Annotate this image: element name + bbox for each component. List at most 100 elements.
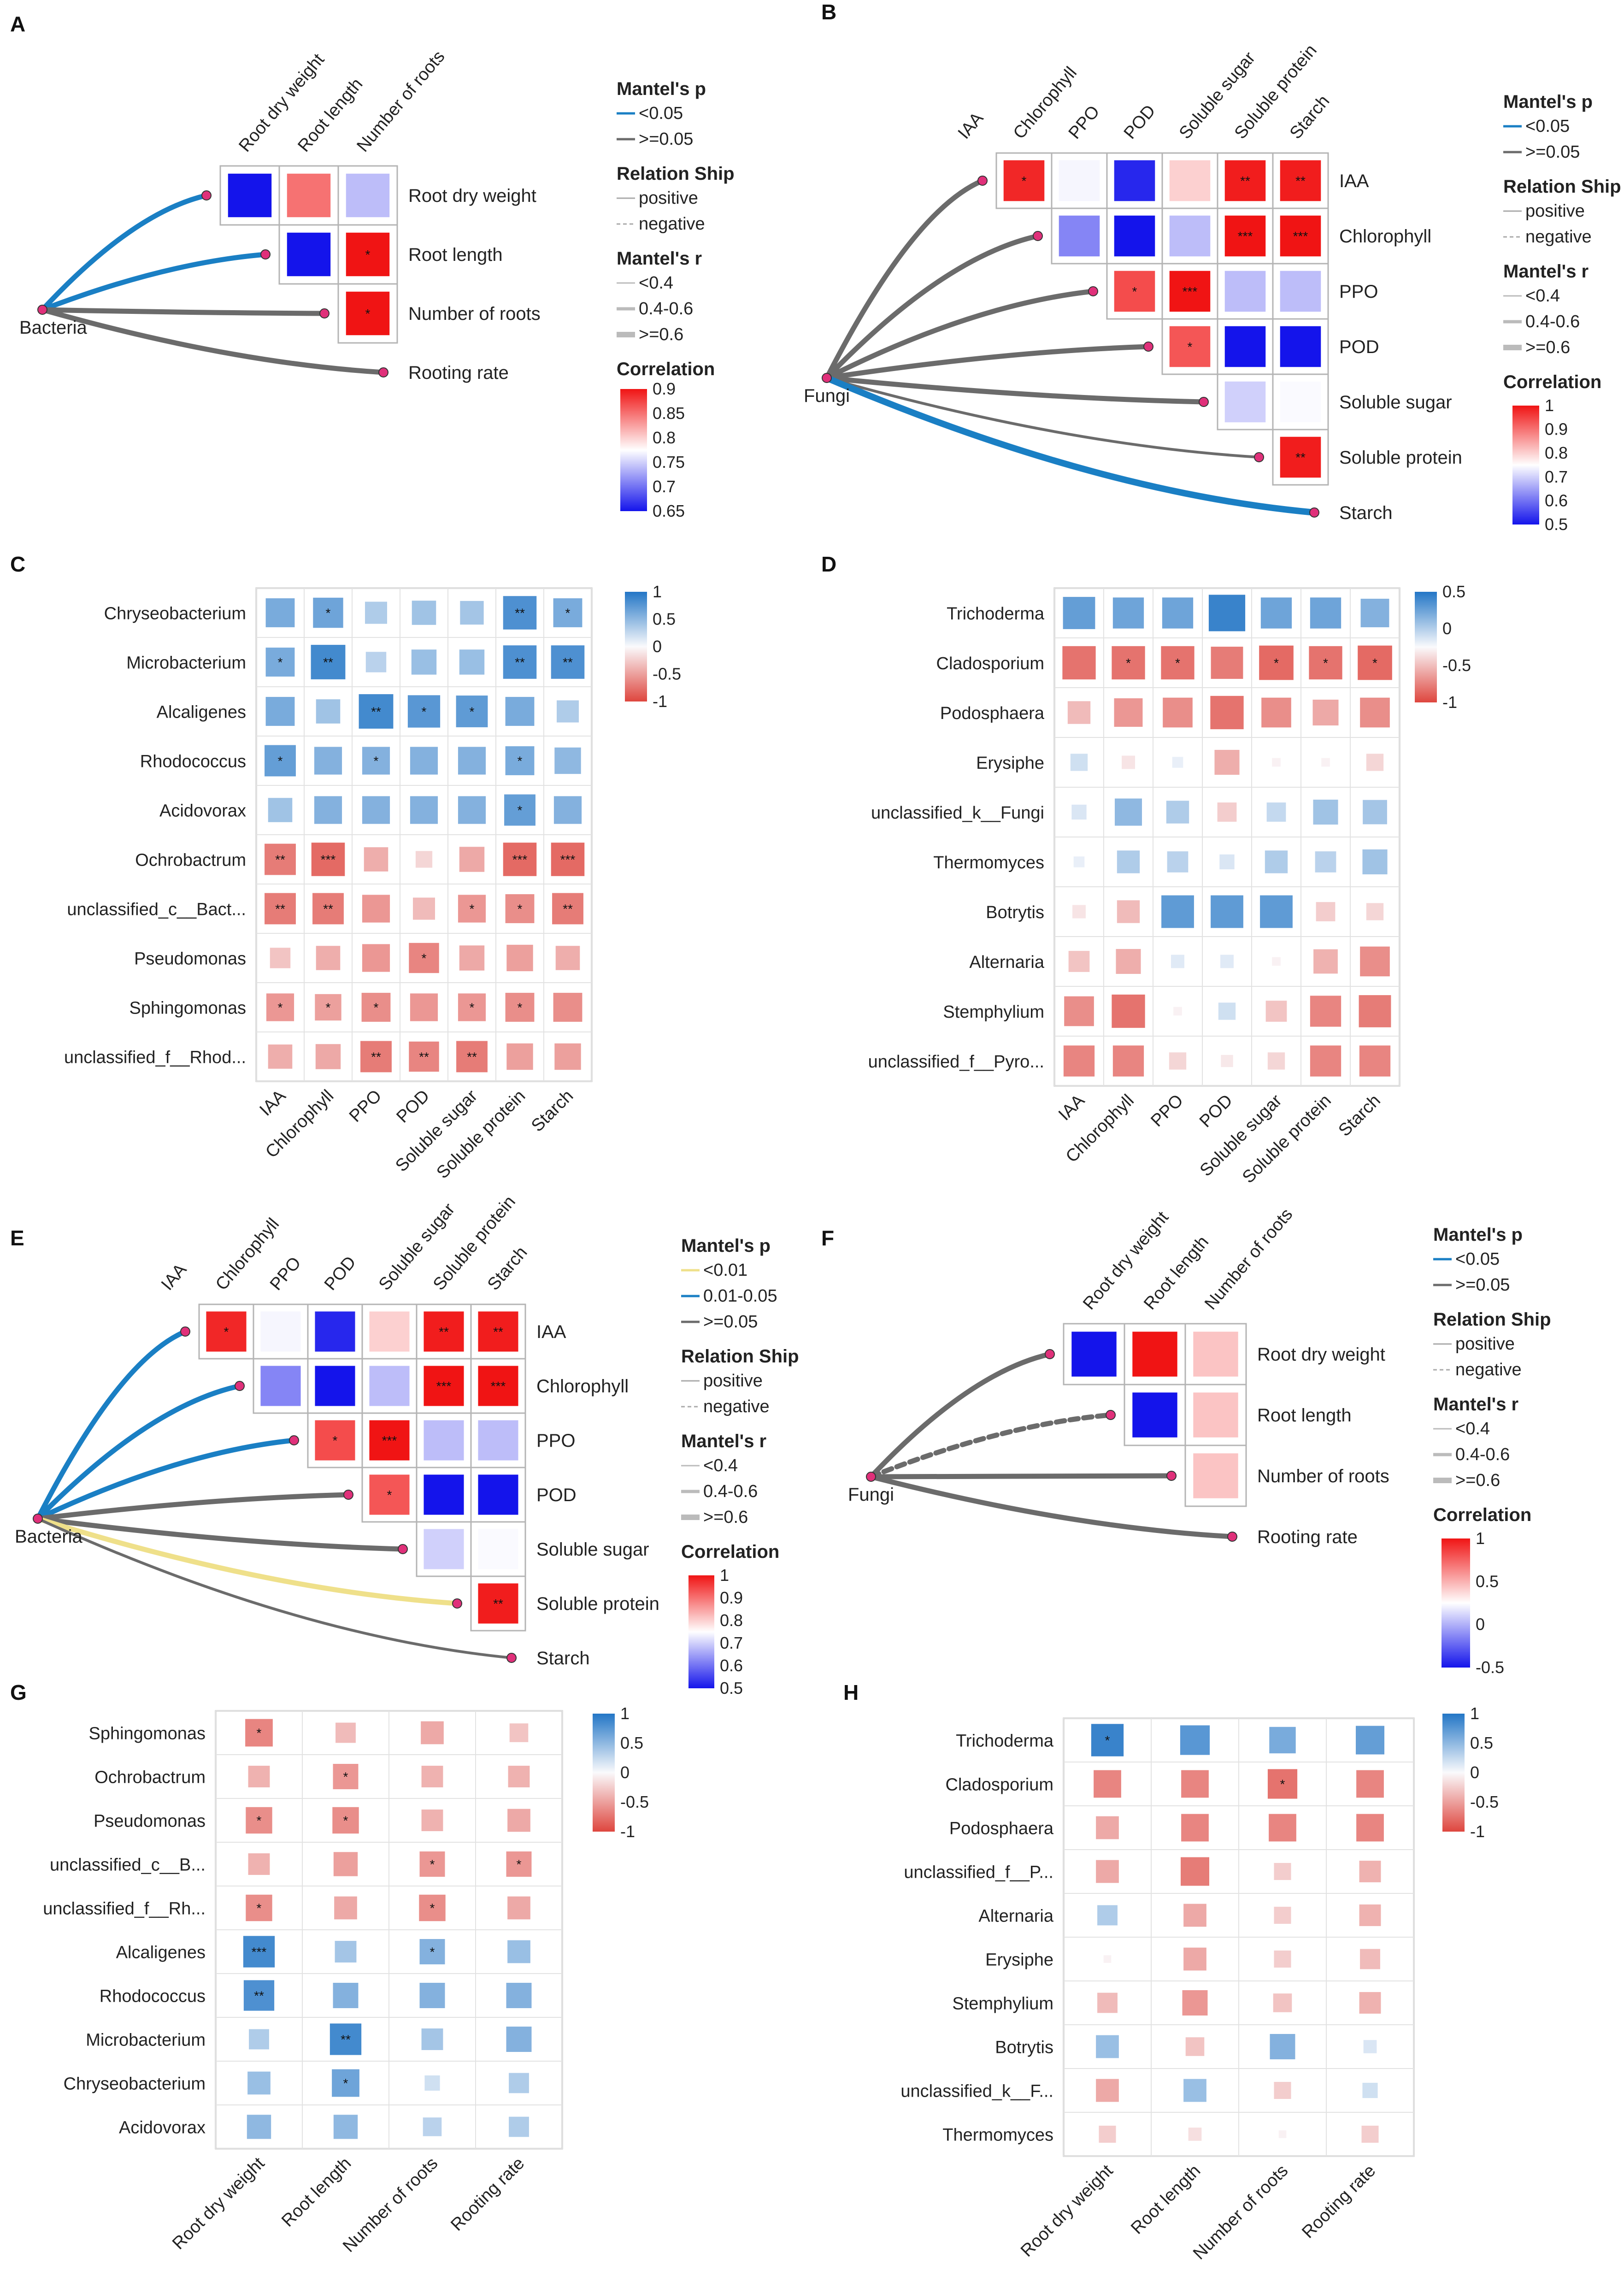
colorbar xyxy=(1512,406,1539,525)
heatmap-cell xyxy=(1280,381,1321,423)
heatmap-cell xyxy=(459,649,485,675)
heatmap-cell xyxy=(1362,849,1388,875)
heatmap-cell xyxy=(1096,2079,1119,2102)
row-label: Root length xyxy=(408,245,503,265)
heatmap-cell xyxy=(1356,1726,1384,1755)
heatmap-cell xyxy=(1112,994,1145,1028)
heatmap-cell xyxy=(287,173,331,218)
heatmap-cell xyxy=(313,597,343,628)
heatmap-cell xyxy=(1211,895,1243,928)
heatmap-cell xyxy=(1097,1992,1118,2013)
heatmap-cell xyxy=(265,648,295,677)
heatmap-cell xyxy=(362,796,390,824)
heatmap-cell xyxy=(266,993,294,1021)
heatmap-cell xyxy=(332,1807,359,1834)
heatmap-cell xyxy=(1260,895,1293,928)
heatmap-cell xyxy=(248,1853,270,1875)
heatmap-cell xyxy=(1359,995,1391,1027)
heatmap-cell xyxy=(419,1851,445,1877)
row-label: Acidovorax xyxy=(159,802,246,821)
heatmap-cell xyxy=(316,946,341,970)
significance-mark: * xyxy=(422,705,427,719)
column-label: PPO xyxy=(1065,102,1104,142)
heatmap-cell xyxy=(478,1420,518,1461)
heatmap-cell xyxy=(362,895,390,923)
heatmap-cell xyxy=(1310,597,1342,629)
significance-mark: *** xyxy=(560,853,576,867)
significance-mark: * xyxy=(518,803,523,818)
colorbar-tick-label: 0 xyxy=(653,637,662,656)
significance-mark: *** xyxy=(1238,229,1253,243)
mantel-link xyxy=(40,307,386,375)
colorbar-tick-label: 0.5 xyxy=(720,1679,743,1697)
colorbar xyxy=(620,389,647,511)
significance-mark: * xyxy=(430,1901,435,1916)
column-label: Starch xyxy=(1286,92,1334,143)
heatmap-cell xyxy=(553,598,583,627)
heatmap-cell xyxy=(1169,215,1211,257)
grid-cell xyxy=(543,1031,592,1082)
heatmap-cell xyxy=(1071,1332,1117,1377)
mantel-link xyxy=(824,178,985,381)
heatmap-cell xyxy=(268,798,293,822)
grid-cell xyxy=(1350,1036,1400,1086)
heatmap-cell xyxy=(1360,946,1390,977)
significance-mark: * xyxy=(374,754,379,768)
row-label: Microbacterium xyxy=(126,654,246,673)
grid-cell xyxy=(1272,429,1329,486)
colorbar-tick-label: 0.5 xyxy=(1476,1572,1499,1591)
colorbar-tick-label: 0 xyxy=(1476,1615,1485,1634)
significance-mark: ** xyxy=(275,853,285,867)
heatmap-cell xyxy=(1103,1955,1112,1963)
heatmap-cell xyxy=(409,943,439,973)
heatmap-cell xyxy=(265,843,296,875)
link-node xyxy=(378,367,388,377)
heatmap-cell xyxy=(1073,856,1085,867)
heatmap-cell xyxy=(316,699,341,724)
mantel-link xyxy=(35,1516,460,1606)
colorbar-tick-label: -1 xyxy=(1442,693,1457,712)
heatmap-cell xyxy=(1361,2125,1379,2143)
legend-title: Relation Ship xyxy=(1433,1309,1551,1330)
heatmap-cell xyxy=(1193,1332,1238,1377)
heatmap-cell xyxy=(506,944,533,972)
colorbar-tick-label: 1 xyxy=(653,582,662,601)
significance-mark: *** xyxy=(436,1379,452,1393)
row-label: Trichoderma xyxy=(956,1732,1054,1751)
row-label: Root dry weight xyxy=(1257,1344,1385,1365)
significance-mark: * xyxy=(430,1945,435,1959)
legend-entry: <0.01 xyxy=(703,1261,747,1280)
colorbar-tick-label: 0.75 xyxy=(653,453,685,472)
significance-mark: * xyxy=(518,1001,523,1015)
grid-cell xyxy=(337,283,398,344)
significance-mark: *** xyxy=(382,1433,397,1448)
heatmap-cell xyxy=(1059,160,1100,201)
heatmap-cell xyxy=(228,173,272,218)
heatmap-cell xyxy=(1132,1332,1177,1377)
row-label: Alternaria xyxy=(969,953,1044,972)
significance-mark: ** xyxy=(563,902,573,916)
heatmap-cell xyxy=(1070,754,1088,771)
heatmap-cell xyxy=(415,851,433,868)
heatmap-cell xyxy=(333,1983,359,2008)
heatmap-cell xyxy=(1261,697,1291,728)
row-label: PPO xyxy=(536,1431,575,1451)
mantel-link xyxy=(35,1438,297,1521)
heatmap-cell xyxy=(1274,2081,1291,2099)
heatmap-cell xyxy=(1356,1814,1384,1842)
heatmap-cell xyxy=(478,1583,518,1624)
legend-entry: <0.4 xyxy=(639,273,673,293)
heatmap-cell xyxy=(1360,1949,1380,1969)
heatmap-cell xyxy=(1116,949,1141,974)
heatmap-cell xyxy=(1169,1052,1187,1070)
link-node xyxy=(1199,397,1209,407)
heatmap-cell xyxy=(315,1366,355,1406)
significance-mark: ** xyxy=(371,1050,381,1064)
legend-title: Mantel's p xyxy=(1503,92,1593,112)
mantel-link xyxy=(40,252,268,312)
heatmap-cell xyxy=(1356,1770,1384,1798)
significance-mark: *** xyxy=(512,853,528,867)
significance-mark: * xyxy=(1188,340,1193,354)
link-node xyxy=(1033,231,1043,241)
